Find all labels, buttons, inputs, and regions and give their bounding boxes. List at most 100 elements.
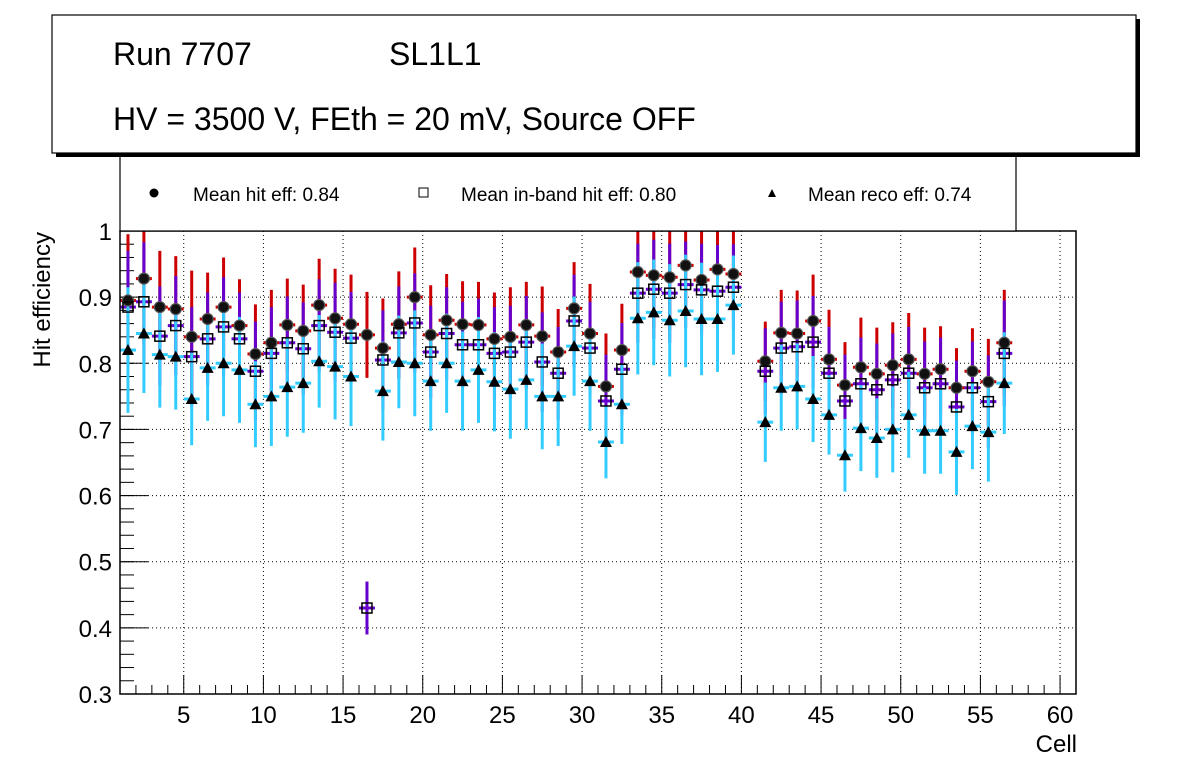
inband-eff-point xyxy=(122,301,134,313)
reco-eff-point xyxy=(663,314,676,326)
inband-eff-point xyxy=(695,284,708,296)
hit-eff-point xyxy=(599,380,613,393)
inband-eff-point xyxy=(170,319,182,332)
hit-eff-point xyxy=(615,343,629,357)
inband-eff-point xyxy=(520,336,533,348)
reco-eff-point xyxy=(902,408,915,420)
x-tick-label: 60 xyxy=(1047,702,1074,729)
reco-eff-point xyxy=(791,380,804,392)
reco-eff-point xyxy=(568,340,581,352)
hit-eff-point xyxy=(504,330,517,343)
hit-eff-point xyxy=(249,347,262,361)
reco-eff-point xyxy=(695,312,708,324)
inband-eff-point xyxy=(950,401,963,413)
reco-eff-point xyxy=(456,375,469,387)
x-tick-label: 35 xyxy=(648,702,675,729)
reco-eff-point xyxy=(440,357,453,369)
hit-eff-point xyxy=(966,365,979,378)
hit-eff-point xyxy=(918,367,931,380)
hit-eff-point xyxy=(265,336,278,349)
inband-eff-point xyxy=(138,296,150,308)
reco-eff-point xyxy=(137,327,150,339)
inband-eff-point xyxy=(456,339,469,351)
inband-eff-point xyxy=(424,346,437,358)
inband-eff-point xyxy=(504,346,517,358)
reco-eff-point xyxy=(950,445,963,457)
title-box: Run 7707 SL1L1 HV = 3500 V, FEth = 20 mV… xyxy=(51,14,1140,157)
layer-label: SL1L1 xyxy=(389,36,482,72)
reco-eff-point xyxy=(424,375,437,387)
hit-eff-point xyxy=(567,302,581,315)
legend-marker-triangle-icon xyxy=(768,189,776,197)
reco-eff-point xyxy=(679,305,692,317)
hit-eff-point xyxy=(870,367,883,380)
reco-eff-point xyxy=(870,432,883,444)
reco-eff-point xyxy=(823,408,836,420)
reco-eff-point xyxy=(854,422,867,434)
inband-eff-point xyxy=(902,367,915,379)
hit-eff-point xyxy=(631,265,644,279)
x-tick-label: 40 xyxy=(728,702,755,729)
y-tick-label: 0.8 xyxy=(79,351,112,378)
inband-eff-point xyxy=(807,336,819,348)
inband-eff-point xyxy=(377,354,389,366)
inband-eff-point xyxy=(345,332,357,344)
hit-eff-point xyxy=(329,312,342,325)
x-tick-label: 20 xyxy=(409,702,436,729)
inband-eff-point xyxy=(185,350,198,363)
hit-eff-point xyxy=(822,353,836,366)
hit-eff-point xyxy=(982,375,995,388)
inband-eff-point xyxy=(966,382,979,394)
data-markers xyxy=(121,259,1011,614)
legend-label-inband: Mean in-band hit eff: 0.80 xyxy=(461,185,676,206)
reco-eff-point xyxy=(329,360,342,372)
inband-eff-point xyxy=(871,383,883,396)
inband-eff-point xyxy=(409,317,421,329)
inband-eff-point xyxy=(233,333,246,345)
hit-eff-point xyxy=(838,379,852,392)
inband-eff-point xyxy=(249,365,262,377)
reco-eff-point xyxy=(169,350,182,362)
inband-eff-point xyxy=(887,374,899,386)
reco-eff-point xyxy=(376,385,389,397)
x-tick-label: 50 xyxy=(887,702,914,729)
inband-eff-point xyxy=(759,365,772,377)
reco-eff-point xyxy=(488,375,501,387)
hit-eff-point xyxy=(488,332,501,345)
reco-eff-point xyxy=(313,355,326,367)
reco-eff-point xyxy=(472,363,485,375)
hit-eff-point xyxy=(392,318,405,331)
inband-eff-point xyxy=(472,339,485,351)
reco-eff-point xyxy=(265,390,278,402)
inband-eff-point xyxy=(440,327,453,340)
hit-eff-point xyxy=(711,263,724,276)
inband-eff-point xyxy=(265,347,278,360)
legend-label-reco: Mean reco eff: 0.74 xyxy=(808,185,972,206)
hit-eff-point xyxy=(679,259,692,272)
inband-eff-point xyxy=(679,278,692,291)
reco-eff-point xyxy=(552,390,565,402)
x-tick-label: 45 xyxy=(808,702,835,729)
inband-eff-point xyxy=(855,378,867,390)
reco-eff-point xyxy=(536,390,549,402)
legend-marker-circle-icon xyxy=(149,188,159,198)
hit-eff-point xyxy=(121,294,135,307)
reco-eff-point xyxy=(982,426,995,438)
plot-area xyxy=(120,231,1076,694)
inband-eff-point xyxy=(361,602,373,614)
x-axis-title: Cell xyxy=(1036,731,1077,758)
run-label: Run 7707 xyxy=(113,36,252,72)
inband-eff-point xyxy=(632,287,644,299)
legend-label-hit: Mean hit eff: 0.84 xyxy=(193,185,340,206)
reco-eff-point xyxy=(217,357,230,369)
inband-eff-point xyxy=(648,283,660,295)
reco-eff-point xyxy=(297,377,310,389)
hit-eff-point xyxy=(297,324,310,337)
inband-eff-point xyxy=(998,347,1011,360)
y-axis-title: Hit efficiency xyxy=(29,232,56,368)
legend-marker-square-icon xyxy=(418,187,429,198)
reco-eff-point xyxy=(775,381,788,393)
reco-eff-point xyxy=(966,420,979,432)
reco-eff-point xyxy=(647,306,660,318)
